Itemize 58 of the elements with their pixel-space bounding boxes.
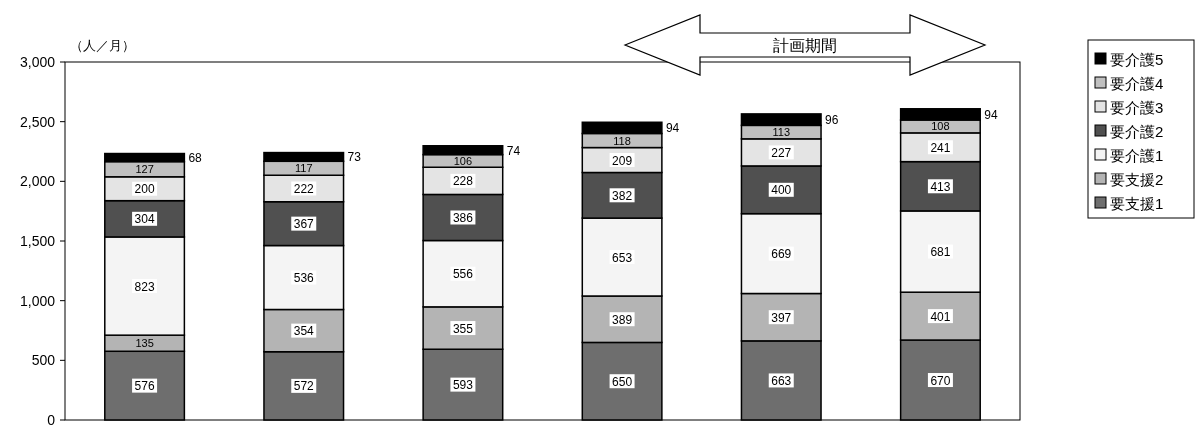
- legend-label: 要支援2: [1110, 171, 1164, 188]
- data-label: 106: [453, 154, 473, 167]
- data-label: 241: [930, 140, 951, 155]
- data-label: 94: [665, 121, 680, 136]
- data-label: 572: [293, 379, 315, 394]
- data-label: 200: [134, 182, 155, 197]
- data-label: 382: [612, 188, 633, 203]
- data-label: 663: [771, 373, 792, 388]
- data-label: 96: [825, 113, 839, 128]
- legend-label: 要介護5: [1110, 51, 1164, 68]
- y-tick-label: 1,000: [19, 292, 56, 309]
- data-label: 576: [134, 379, 155, 394]
- y-tick-label: 500: [31, 352, 56, 369]
- data-label: 400: [771, 183, 792, 198]
- data-label: 367: [293, 217, 315, 232]
- data-label: 389: [612, 312, 633, 327]
- data-label: 401: [930, 309, 951, 324]
- y-tick-label: 2,000: [19, 173, 56, 190]
- data-label: 304: [134, 212, 155, 227]
- data-label: 669: [771, 247, 792, 262]
- legend-label: 要介護4: [1110, 75, 1164, 92]
- data-label: 113: [772, 126, 791, 139]
- data-label: 354: [293, 324, 315, 339]
- y-tick-label: 3,000: [19, 54, 56, 70]
- y-tick-label: 1,500: [19, 233, 56, 249]
- data-label: 108: [931, 120, 950, 133]
- data-label: 227: [771, 145, 792, 160]
- data-label: 386: [452, 210, 474, 225]
- data-label: 74: [506, 143, 521, 158]
- data-label: 68: [188, 151, 203, 166]
- y-tick-label: 2,500: [19, 113, 56, 130]
- data-label: 397: [771, 310, 792, 325]
- data-label: 413: [930, 179, 951, 194]
- data-label: 127: [135, 163, 154, 176]
- data-label: 681: [930, 245, 951, 260]
- data-label: 653: [612, 250, 633, 265]
- legend-label: 要介護1: [1110, 147, 1164, 164]
- legend-label: 要介護3: [1110, 99, 1164, 116]
- text: 計画期間: [773, 37, 837, 54]
- data-label: 355: [452, 321, 474, 336]
- legend-label: 要支援1: [1110, 195, 1164, 212]
- data-label: 118: [613, 134, 631, 147]
- data-label: 650: [612, 374, 633, 389]
- data-label: 228: [452, 174, 474, 189]
- data-label: 536: [293, 271, 315, 286]
- data-label: 593: [452, 378, 474, 393]
- data-label: 556: [452, 267, 474, 282]
- legend-label: 要介護2: [1110, 123, 1164, 140]
- data-label: 73: [347, 150, 362, 165]
- data-label: 94: [984, 107, 998, 122]
- data-label: 117: [294, 162, 313, 175]
- data-label: 135: [135, 337, 154, 350]
- y-axis-title: （人／月）: [70, 38, 135, 53]
- data-label: 823: [134, 279, 155, 294]
- y-tick-label: 0: [47, 412, 56, 428]
- data-label: 670: [930, 373, 951, 388]
- data-label: 222: [293, 181, 315, 196]
- data-label: 209: [612, 153, 633, 168]
